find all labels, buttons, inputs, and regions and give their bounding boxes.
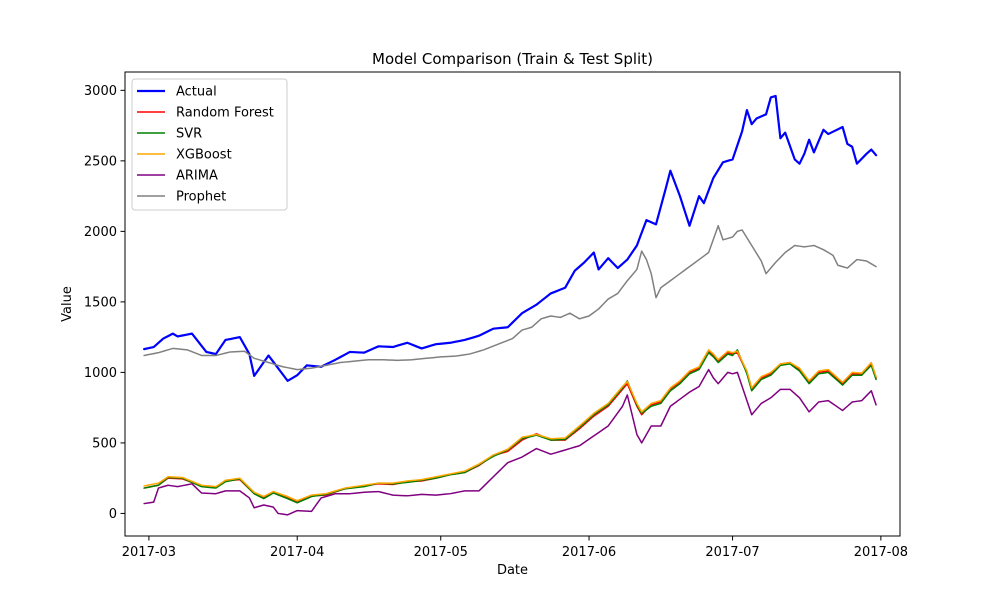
y-tick-label: 1500 xyxy=(84,295,117,310)
y-tick-label: 500 xyxy=(92,436,117,451)
y-tick-label: 1000 xyxy=(84,366,117,381)
x-tick-label: 2017-04 xyxy=(270,545,324,560)
legend-label-prophet: Prophet xyxy=(176,190,226,205)
x-axis-label: Date xyxy=(497,563,528,578)
series-line-prophet xyxy=(143,224,877,371)
y-tick-label: 2500 xyxy=(84,154,117,169)
legend-label-actual: Actual xyxy=(176,85,217,100)
series-line-xgboost xyxy=(143,349,877,502)
legend: Actual Random Forest SVR XGBoost ARIMA Prophe… xyxy=(131,78,288,211)
y-tick-label: 3000 xyxy=(84,84,117,99)
legend-label-xgboost: XGBoost xyxy=(176,148,232,163)
x-tick-label: 2017-06 xyxy=(562,545,616,560)
x-axis-ticks: 2017-03 2017-04 2017-05 2017-06 2017-07 2017-… xyxy=(122,536,908,560)
x-tick-label: 2017-07 xyxy=(705,545,759,560)
y-tick-label: 0 xyxy=(109,507,117,522)
x-tick-label: 2017-03 xyxy=(122,545,176,560)
plot-lines xyxy=(143,94,878,516)
series-line-arima xyxy=(143,368,877,516)
legend-label-arima: ARIMA xyxy=(176,169,218,184)
y-axis-ticks: 0 500 1000 1500 2000 2500 3000 xyxy=(84,84,125,522)
plot-frame xyxy=(124,71,901,537)
legend-label-svr: SVR xyxy=(176,127,202,142)
chart-title: Model Comparison (Train & Test Split) xyxy=(372,50,653,68)
series-line-actual xyxy=(143,94,878,382)
y-axis-label: Value xyxy=(60,286,75,322)
legend-label-random-forest: Random Forest xyxy=(176,106,274,121)
x-tick-label: 2017-05 xyxy=(414,545,468,560)
legend-box xyxy=(131,78,288,211)
x-tick-label: 2017-08 xyxy=(854,545,908,560)
y-tick-label: 2000 xyxy=(84,225,117,240)
